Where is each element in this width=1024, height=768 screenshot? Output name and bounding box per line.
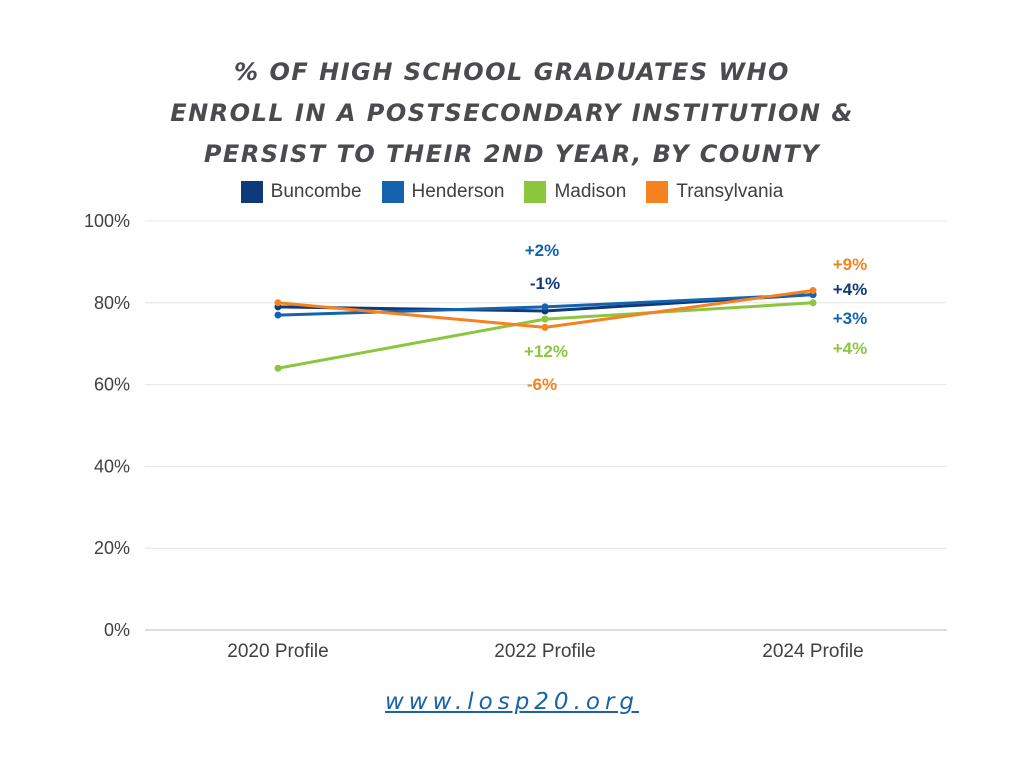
legend-label-transylvania: Transylvania bbox=[676, 181, 784, 202]
title-line-1: % OF HIGH SCHOOL GRADUATES WHO bbox=[234, 58, 790, 86]
data-point-transylvania bbox=[274, 299, 282, 307]
change-label-madison: +4% bbox=[833, 339, 868, 358]
y-tick-label: 100% bbox=[84, 211, 130, 231]
title-line-2: ENROLL IN A POSTSECONDARY INSTITUTION & bbox=[170, 99, 854, 127]
data-point-madison bbox=[809, 299, 817, 307]
x-tick-label: 2020 Profile bbox=[227, 641, 328, 662]
change-label-henderson: +2% bbox=[525, 241, 560, 260]
change-label-transylvania: +9% bbox=[833, 255, 868, 274]
data-point-transylvania bbox=[541, 323, 549, 331]
legend-swatch-transylvania bbox=[646, 181, 669, 203]
data-point-madison bbox=[274, 364, 282, 372]
data-point-madison bbox=[541, 315, 549, 323]
legend-swatch-madison bbox=[524, 181, 547, 203]
legend-label-madison: Madison bbox=[554, 181, 627, 202]
legend-swatch-henderson bbox=[381, 181, 404, 203]
legend-item-transylvania: Transylvania bbox=[646, 181, 783, 203]
x-tick-label: 2022 Profile bbox=[494, 641, 595, 662]
data-point-henderson bbox=[541, 303, 549, 311]
y-tick-label: 60% bbox=[94, 375, 130, 395]
website-link[interactable]: www.losp20.org bbox=[384, 689, 640, 715]
y-tick-label: 40% bbox=[94, 456, 130, 476]
change-label-buncombe: +4% bbox=[833, 280, 868, 299]
legend-item-madison: Madison bbox=[524, 181, 626, 203]
change-label-buncombe: -1% bbox=[530, 274, 560, 293]
data-point-henderson bbox=[274, 311, 282, 319]
legend-swatch-buncombe bbox=[240, 181, 263, 203]
legend-label-buncombe: Buncombe bbox=[270, 181, 362, 202]
title-line-3: PERSIST TO THEIR 2ND YEAR, BY COUNTY bbox=[203, 140, 821, 168]
y-tick-label: 80% bbox=[94, 293, 130, 313]
chart-title: % OF HIGH SCHOOL GRADUATES WHO ENROLL IN… bbox=[0, 52, 1024, 175]
y-tick-label: 0% bbox=[104, 620, 130, 640]
legend-label-henderson: Henderson bbox=[411, 181, 505, 202]
y-tick-label: 20% bbox=[94, 538, 130, 558]
data-point-transylvania bbox=[809, 287, 817, 295]
legend-item-henderson: Henderson bbox=[381, 181, 505, 203]
change-label-transylvania: -6% bbox=[527, 375, 557, 394]
legend: Buncombe Henderson Madison Transylvania bbox=[0, 181, 1024, 203]
x-tick-label: 2024 Profile bbox=[762, 641, 863, 662]
change-label-henderson: +3% bbox=[833, 309, 868, 328]
change-label-madison: +12% bbox=[524, 342, 568, 361]
legend-item-buncombe: Buncombe bbox=[240, 181, 362, 203]
